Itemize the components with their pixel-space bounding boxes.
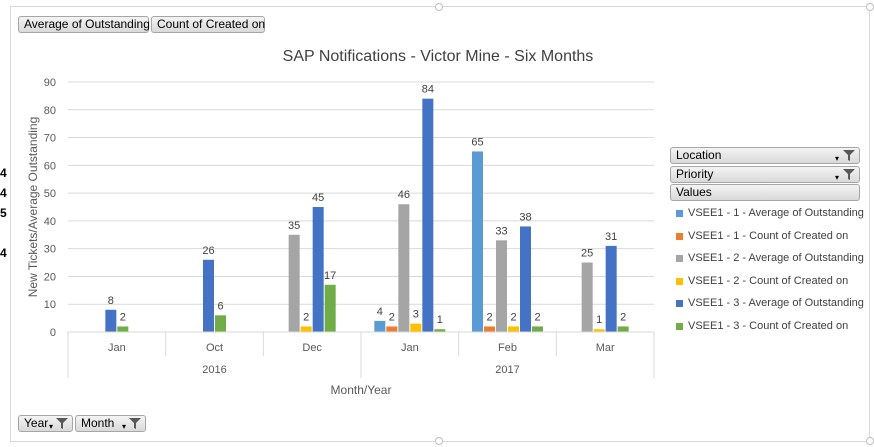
filter-label-priority: Priority	[676, 167, 714, 181]
filter-funnel-icon	[56, 418, 68, 429]
values-label: Values	[676, 185, 712, 199]
sheet-cell-fragment: 4	[0, 166, 7, 180]
legend-swatch	[676, 210, 683, 217]
resize-handle-bottom-right[interactable]	[866, 437, 874, 445]
legend-swatch	[676, 300, 683, 307]
axis-field-button-month[interactable]: Month ▾	[75, 415, 146, 432]
filter-label-location: Location	[676, 148, 722, 162]
sheet-cell-fragment: 4	[0, 186, 7, 200]
legend-swatch	[676, 322, 683, 330]
resize-handle-top[interactable]	[435, 3, 443, 11]
dropdown-arrow-icon: ▾	[121, 422, 126, 431]
legend-label: VSEE1 - 1 - Count of Created on	[688, 229, 849, 242]
value-field-label: Average of Outstanding	[24, 17, 150, 31]
filter-funnel-icon	[843, 150, 855, 161]
pivot-chart-frame[interactable]	[10, 6, 870, 442]
legend-label: VSEE1 - 2 - Average of Outstanding	[688, 252, 864, 264]
axis-field-button-year[interactable]: Year ▾	[18, 415, 73, 432]
resize-handle-top-right[interactable]	[866, 3, 874, 11]
sheet-cell-fragment: 5	[0, 206, 7, 220]
legend-label: VSEE1 - 3 - Average of Outstanding	[688, 297, 864, 309]
filter-funnel-icon	[843, 169, 855, 180]
value-field-button-count-created[interactable]: Count of Created on	[151, 16, 265, 33]
legend-label: VSEE1 - 3 - Count of Created on	[688, 319, 849, 332]
value-field-label: Count of Created on	[157, 17, 266, 31]
resize-handle-bottom[interactable]	[435, 437, 443, 445]
filter-button-location[interactable]: Location ▾	[670, 147, 860, 164]
dropdown-arrow-icon: ▾	[834, 154, 839, 163]
values-field-button[interactable]: Values	[670, 184, 860, 201]
sheet-cell-fragment: 4	[0, 246, 7, 260]
dropdown-arrow-icon: ▾	[48, 422, 53, 431]
filter-funnel-icon	[129, 418, 141, 429]
legend-swatch	[676, 232, 683, 240]
dropdown-arrow-icon: ▾	[834, 173, 839, 182]
legend-swatch	[676, 277, 683, 285]
axis-field-label-month: Month	[81, 416, 115, 430]
filter-button-priority[interactable]: Priority ▾	[670, 166, 860, 183]
legend-label: VSEE1 - 2 - Count of Created on	[688, 274, 849, 287]
value-field-button-average-outstanding[interactable]: Average of Outstanding	[18, 16, 150, 33]
legend-label: VSEE1 - 1 - Average of Outstanding	[688, 207, 864, 219]
axis-field-label-year: Year	[24, 416, 49, 430]
sheet-left-edge: 4 4 5 4	[0, 0, 10, 447]
legend-swatch	[676, 255, 683, 262]
